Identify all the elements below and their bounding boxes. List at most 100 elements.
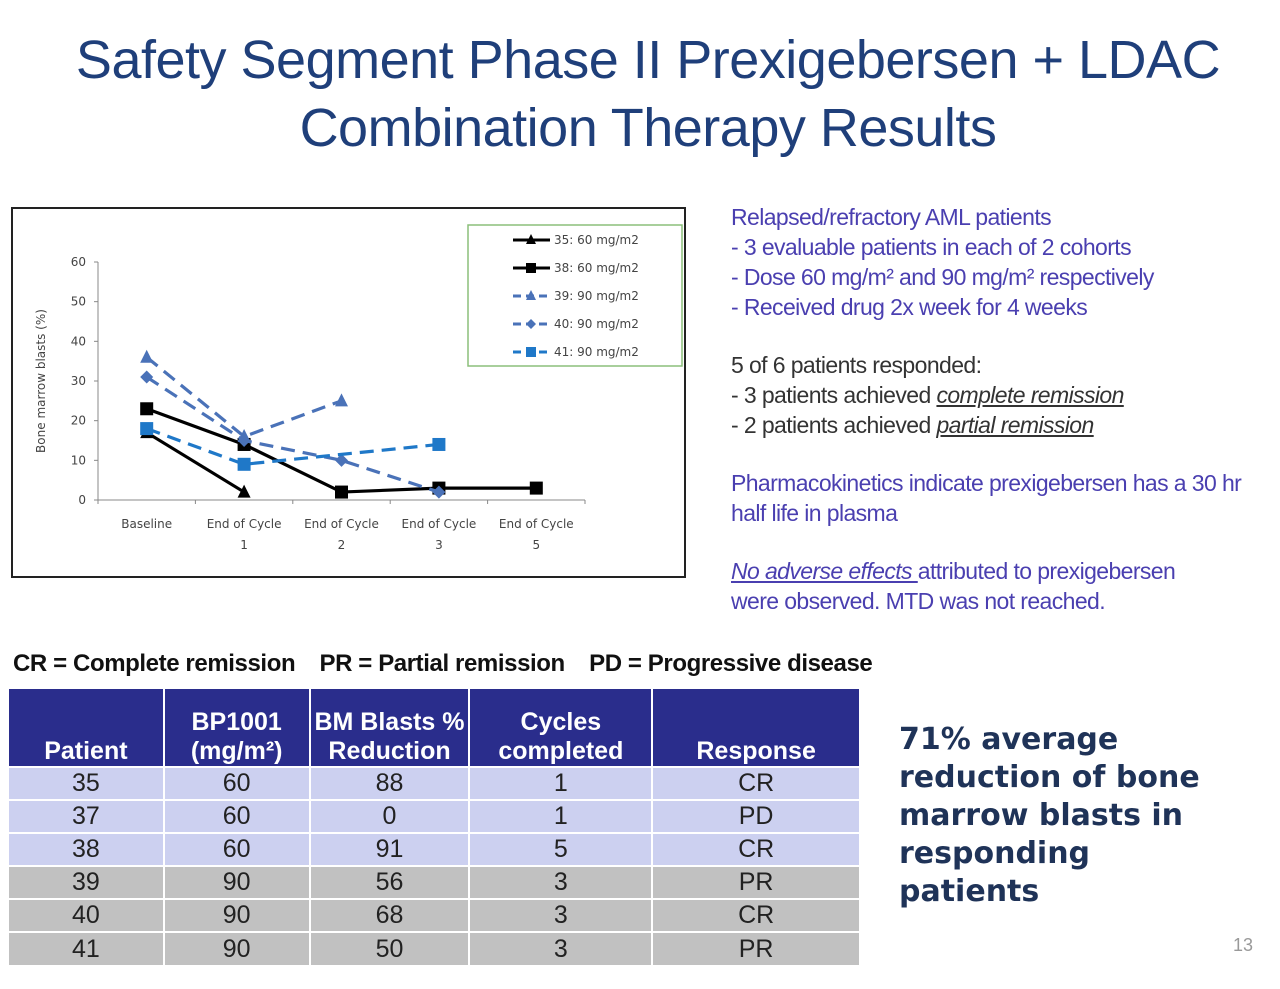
data-point — [335, 453, 348, 467]
info-heading: Relapsed/refractory AML patients — [731, 204, 1052, 230]
table-header-row: Patient BP1001 (mg/m²) BM Blasts % Reducti… — [9, 689, 861, 767]
cell-cycles: 1 — [469, 766, 654, 800]
y-tick-label: 40 — [71, 334, 86, 348]
y-tick-label: 10 — [71, 453, 86, 467]
cell-dose: 90 — [163, 931, 311, 965]
header-cycles: Cycles completed — [469, 689, 654, 767]
blasts-chart: 0 10 20 30 40 50 60 Baseline End of Cycle 1 End of… — [11, 207, 686, 578]
page-title: Safety Segment Phase II Prexigebersen + … — [0, 26, 1280, 162]
adverse-line-2: were observed. MTD was not reached. — [731, 588, 1106, 614]
adverse-effects-link[interactable]: No adverse effects — [731, 558, 918, 584]
chart-legend: 35: 60 mg/m2 38: 60 mg/m2 39: 90 mg/m2 40: … — [467, 224, 683, 367]
legend-marker — [526, 234, 536, 244]
results-table: Patient BP1001 (mg/m²) BM Blasts % Reducti… — [9, 689, 861, 965]
cell-reduction: 91 — [309, 832, 471, 866]
complete-remission-link[interactable]: complete remission — [936, 382, 1124, 408]
x-tick-label: End of Cycle — [499, 517, 574, 531]
data-point — [335, 485, 348, 499]
data-point — [140, 402, 154, 416]
legend-label: 35: 60 mg/m2 — [554, 233, 639, 247]
cell-patient: 37 — [9, 799, 165, 833]
header-response: Response — [652, 689, 861, 767]
response-pr-prefix: - 2 patients achieved — [731, 412, 937, 438]
table-row: 37 60 0 1 PD — [9, 799, 861, 833]
table-row: 39 90 56 3 PR — [9, 865, 861, 899]
data-point — [335, 393, 348, 407]
data-point — [140, 370, 154, 384]
cell-response: CR — [652, 766, 861, 800]
data-point — [140, 422, 154, 436]
info-bullet: - 3 evaluable patients in each of 2 coho… — [731, 234, 1132, 260]
table-row: 41 90 50 3 PR — [9, 931, 861, 965]
info-panel: Relapsed/refractory AML patients - 3 eva… — [731, 202, 1271, 616]
series-line-1 — [146, 407, 537, 494]
cell-cycles: 3 — [469, 865, 654, 899]
cell-dose: 90 — [163, 865, 311, 899]
cell-dose: 90 — [163, 898, 311, 932]
x-tick-label: 2 — [338, 538, 346, 552]
legend-label: 40: 90 mg/m2 — [554, 317, 639, 331]
cell-response: PR — [652, 865, 861, 899]
info-bullet: - Dose 60 mg/m² and 90 mg/m² respectivel… — [731, 264, 1154, 290]
legend-marker — [526, 347, 536, 357]
cell-cycles: 5 — [469, 832, 654, 866]
x-tick-label: 1 — [240, 538, 248, 552]
y-tick-label: 60 — [71, 255, 86, 269]
adverse-line: No adverse effects attributed to prexige… — [731, 556, 1271, 586]
legend-marker — [526, 290, 536, 300]
response-heading: 5 of 6 patients responded: — [731, 352, 982, 378]
y-tick-label: 30 — [71, 374, 86, 388]
header-patient: Patient — [9, 689, 165, 767]
series-line-3 — [145, 375, 440, 494]
cell-dose: 60 — [163, 766, 311, 800]
cell-response: CR — [652, 832, 861, 866]
response-cr-prefix: - 3 patients achieved — [731, 382, 937, 408]
data-point — [529, 481, 543, 495]
data-point — [237, 484, 251, 498]
legend-marker — [526, 263, 536, 273]
legend-label: 38: 60 mg/m2 — [554, 261, 639, 275]
cell-dose: 60 — [163, 832, 311, 866]
header-dose: BP1001 (mg/m²) — [163, 689, 311, 767]
data-point — [140, 349, 154, 363]
adverse-rest: attributed to prexigebersen — [917, 558, 1176, 584]
cell-reduction: 88 — [309, 766, 471, 800]
table-row: 38 60 91 5 CR — [9, 832, 861, 866]
cell-cycles: 3 — [469, 931, 654, 965]
series-line-4 — [146, 427, 440, 466]
legend-label: 39: 90 mg/m2 — [554, 289, 639, 303]
cell-response: CR — [652, 898, 861, 932]
abbrev-pr: PR = Partial remission — [319, 650, 566, 677]
cell-reduction: 50 — [309, 931, 471, 965]
data-point — [237, 457, 251, 471]
title-line-2: Combination Therapy Results — [299, 98, 997, 158]
cell-response: PR — [652, 931, 861, 965]
y-axis-label: Bone marrow blasts (%) — [34, 309, 48, 453]
chart-axes: 0 10 20 30 40 50 60 Baseline End of Cycle 1 End of… — [34, 255, 586, 552]
header-blasts: BM Blasts % Reduction — [309, 689, 471, 767]
legend-marker — [526, 319, 536, 329]
cell-cycles: 1 — [469, 799, 654, 833]
summary-callout: 71% average reduction of bone marrow bla… — [899, 722, 1200, 909]
abbrev-pd: PD = Progressive disease — [589, 650, 873, 677]
x-tick-label: End of Cycle — [207, 517, 282, 531]
chart-series — [140, 349, 543, 499]
x-tick-label: Baseline — [121, 517, 172, 531]
cell-patient: 41 — [9, 931, 165, 965]
abbrev-cr: CR = Complete remission — [13, 650, 296, 677]
pk-text: Pharmacokinetics indicate prexigebersen … — [731, 470, 1242, 526]
x-tick-label: End of Cycle — [304, 517, 379, 531]
data-point — [237, 434, 251, 447]
cell-response: PD — [652, 799, 861, 833]
x-tick-label: 5 — [532, 538, 540, 552]
cell-reduction: 56 — [309, 865, 471, 899]
data-point — [432, 437, 446, 451]
partial-remission-link[interactable]: partial remission — [936, 412, 1094, 438]
legend-box — [467, 224, 683, 367]
x-tick-label: 3 — [435, 538, 443, 552]
cell-cycles: 3 — [469, 898, 654, 932]
x-tick-label: End of Cycle — [402, 517, 477, 531]
cell-patient: 38 — [9, 832, 165, 866]
table-row: 35 60 88 1 CR — [9, 766, 861, 800]
cell-patient: 40 — [9, 898, 165, 932]
